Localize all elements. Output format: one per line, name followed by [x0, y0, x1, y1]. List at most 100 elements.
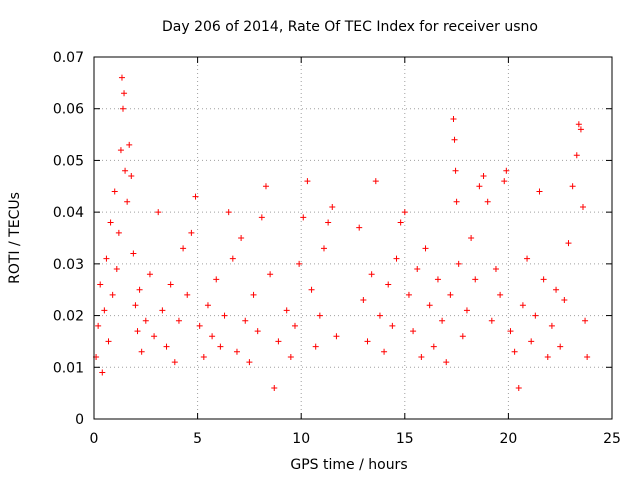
- data-point: [577, 126, 584, 133]
- data-point: [356, 224, 363, 231]
- data-point: [507, 328, 514, 335]
- data-point: [573, 152, 580, 159]
- data-point: [167, 281, 174, 288]
- data-point: [515, 384, 522, 391]
- data-point: [439, 317, 446, 324]
- data-point: [450, 116, 457, 123]
- data-point: [414, 266, 421, 273]
- data-point: [304, 178, 311, 185]
- data-point: [118, 74, 125, 81]
- data-point: [519, 302, 526, 309]
- data-point: [503, 167, 510, 174]
- data-point: [443, 359, 450, 366]
- data-point: [287, 353, 294, 360]
- data-point: [138, 348, 145, 355]
- data-point: [410, 328, 417, 335]
- data-point: [453, 198, 460, 205]
- data-point: [422, 245, 429, 252]
- data-point: [184, 291, 191, 298]
- y-tick-label: 0.01: [53, 360, 84, 376]
- data-point: [115, 229, 122, 236]
- data-point: [146, 271, 153, 278]
- data-point: [120, 105, 127, 112]
- data-point: [132, 302, 139, 309]
- data-point: [159, 307, 166, 314]
- data-point: [107, 219, 114, 226]
- data-point: [548, 322, 555, 329]
- data-point: [262, 183, 269, 190]
- data-point: [536, 188, 543, 195]
- data-point: [480, 172, 487, 179]
- data-point: [434, 276, 441, 283]
- data-point: [312, 343, 319, 350]
- data-point: [296, 260, 303, 267]
- data-point: [468, 235, 475, 241]
- data-point: [430, 343, 437, 350]
- data-point: [134, 328, 141, 335]
- x-axis-label: GPS time / hours: [290, 457, 407, 473]
- data-point: [217, 343, 224, 350]
- data-point: [463, 307, 470, 314]
- data-point: [497, 291, 504, 298]
- data-point: [584, 353, 591, 360]
- data-point: [579, 203, 586, 210]
- data-point: [484, 198, 491, 205]
- data-point: [418, 353, 425, 360]
- data-point: [381, 348, 388, 355]
- y-axis-label: ROTI / TECUs: [7, 192, 23, 284]
- data-point: [105, 338, 112, 345]
- data-point: [142, 317, 149, 324]
- x-tick-label: 25: [603, 431, 621, 447]
- chart-title: Day 206 of 2014, Rate Of TEC Index for r…: [162, 19, 538, 35]
- y-tick-label: 0.06: [53, 102, 84, 118]
- data-point: [111, 188, 118, 195]
- data-point: [582, 317, 589, 324]
- data-point: [204, 302, 211, 309]
- data-point: [557, 343, 564, 350]
- data-point: [364, 338, 371, 345]
- data-point: [271, 384, 278, 391]
- data-point: [291, 322, 298, 329]
- data-point: [122, 167, 129, 174]
- data-point: [275, 338, 282, 345]
- data-point: [455, 260, 462, 267]
- data-point: [329, 203, 336, 210]
- data-point: [163, 343, 170, 350]
- data-point: [196, 322, 203, 329]
- data-point: [476, 183, 483, 190]
- data-point: [101, 307, 108, 314]
- data-point: [233, 348, 240, 355]
- data-point: [250, 291, 257, 298]
- data-point: [155, 209, 162, 216]
- data-point: [308, 286, 315, 293]
- data-point: [192, 193, 199, 200]
- data-point: [501, 178, 508, 185]
- data-point: [426, 302, 433, 309]
- data-point: [333, 333, 340, 340]
- data-point: [389, 322, 396, 329]
- x-tick-label: 10: [292, 431, 310, 447]
- data-point: [405, 291, 412, 298]
- data-point: [488, 317, 495, 324]
- y-axis-ticks: 0 0.01 0.02 0.03 0.04 0.05 0.06 0.07: [53, 50, 612, 428]
- y-tick-label: 0.04: [53, 205, 84, 221]
- data-point: [128, 172, 135, 179]
- x-tick-label: 20: [499, 431, 517, 447]
- data-point: [447, 291, 454, 298]
- data-point: [126, 141, 133, 148]
- data-point: [452, 167, 459, 174]
- data-point: [124, 198, 131, 205]
- data-point: [242, 317, 249, 324]
- data-point: [565, 240, 572, 247]
- grid-lines: [94, 57, 612, 419]
- data-point: [180, 245, 187, 252]
- y-tick-label: 0.03: [53, 257, 84, 273]
- data-point: [254, 328, 261, 335]
- data-point: [121, 90, 128, 97]
- data-point: [575, 121, 582, 128]
- data-point: [320, 245, 327, 252]
- x-tick-label: 0: [90, 431, 99, 447]
- data-points: [93, 74, 591, 391]
- data-point: [459, 333, 466, 340]
- x-tick-label: 15: [396, 431, 414, 447]
